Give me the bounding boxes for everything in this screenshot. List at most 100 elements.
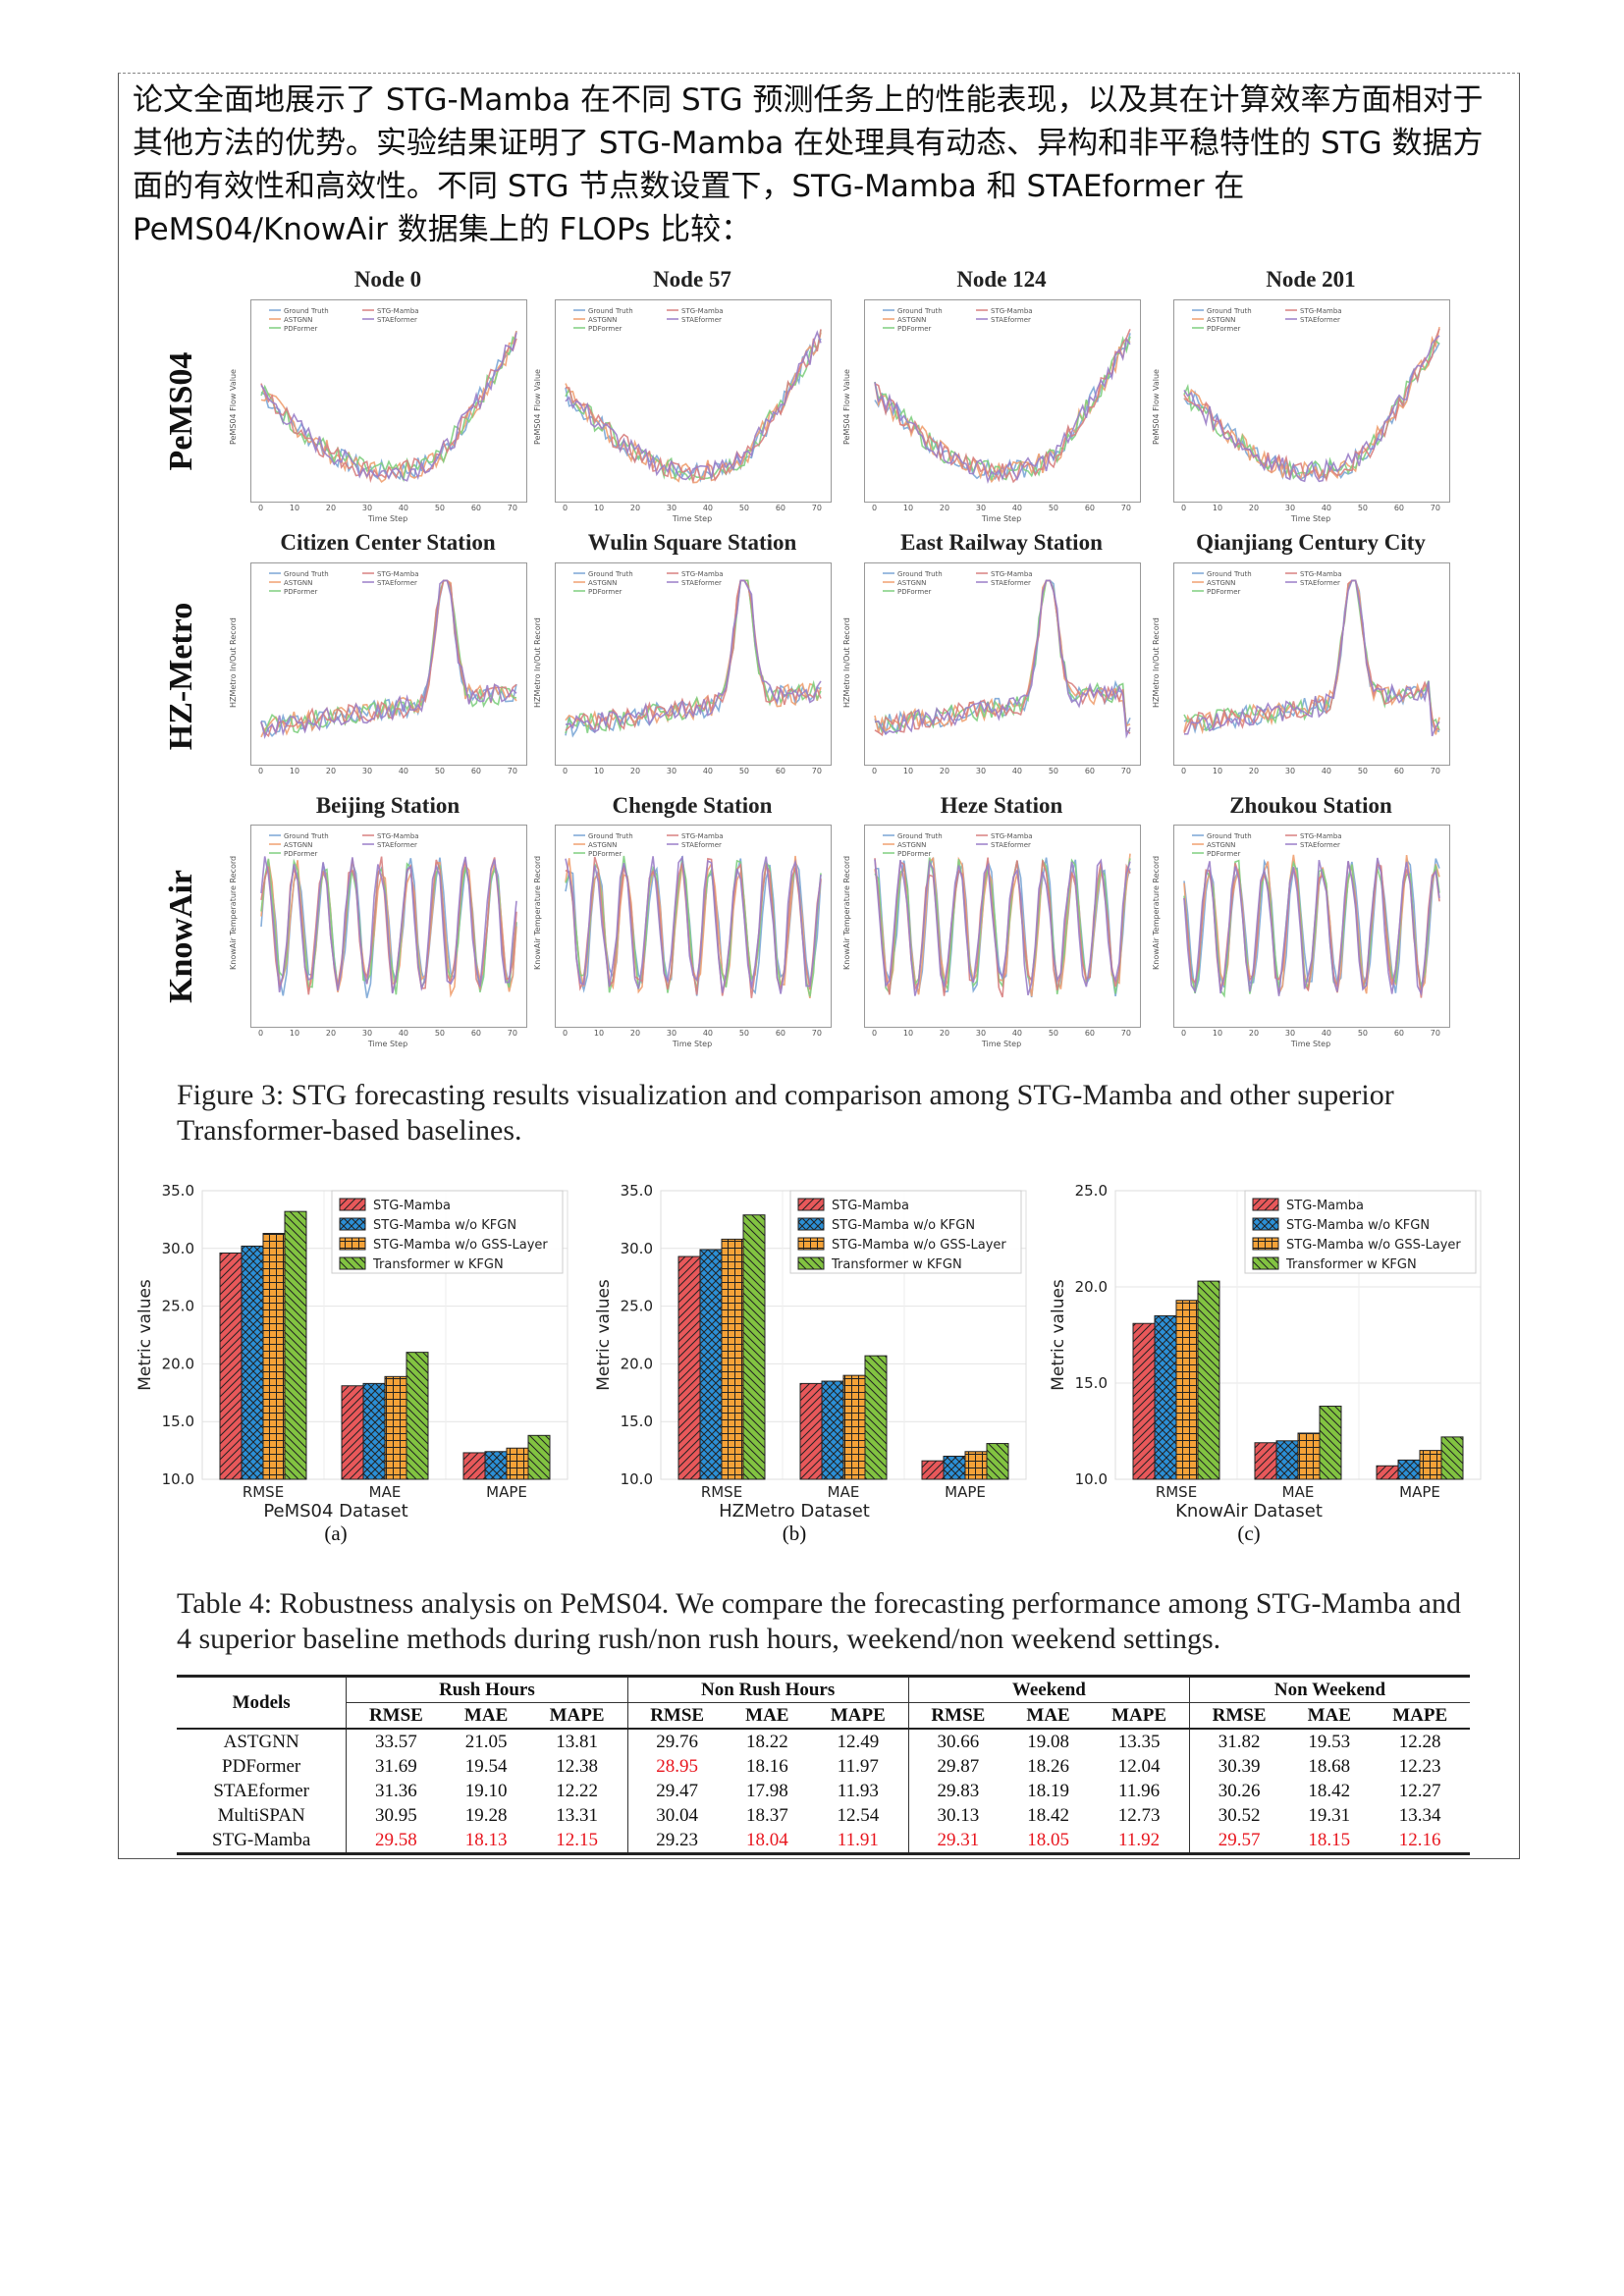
- metric-cell: 28.95: [626, 1754, 727, 1779]
- forecast-panel: Ground Truth ASTGNN PDFormer STG-Mamba STAEf…: [250, 825, 527, 1028]
- x-tick: 40: [1321, 767, 1332, 775]
- legend-entry: ASTGNN: [588, 579, 617, 587]
- metric-cell: 12.27: [1398, 1781, 1441, 1801]
- x-tick: 20: [1248, 767, 1260, 775]
- table-row: PDFormer 31.69 19.54 12.38 28.95 18.16 11.97 29…: [177, 1754, 1470, 1779]
- metric-cell: 30.95: [346, 1803, 446, 1828]
- legend-swatch: [797, 1256, 825, 1270]
- metric-cell: 11.97: [837, 1756, 879, 1777]
- x-tick: 60: [1084, 504, 1095, 512]
- x-tick: 40: [702, 1029, 714, 1038]
- legend-swatch: [1252, 1217, 1279, 1231]
- legend-entry: STG-Mamba w/o KFGN: [373, 1218, 516, 1233]
- panel-ylabel: KnowAir Temperature Record: [842, 855, 851, 970]
- metric-cell: 11.91: [807, 1828, 909, 1855]
- metric-cell: 13.34: [1398, 1805, 1441, 1826]
- x-tick: 40: [398, 1029, 409, 1038]
- x-tick: 30: [361, 767, 373, 775]
- x-tick: 40: [1321, 1029, 1332, 1038]
- series-line: [260, 579, 517, 735]
- panel-xlabel: Time Step: [367, 514, 408, 523]
- legend-entry: Transformer w KFGN: [831, 1257, 962, 1272]
- x-tick-label: MAE: [1282, 1483, 1315, 1501]
- x-tick: 10: [902, 504, 914, 512]
- y-tick-label: 35.0: [162, 1183, 194, 1200]
- bar: [721, 1238, 744, 1480]
- metric-cell: 19.31: [1308, 1805, 1351, 1826]
- bar: [986, 1443, 1009, 1480]
- x-tick: 40: [398, 767, 409, 775]
- legend-box: [1244, 1190, 1477, 1274]
- x-axis-label: PeMS04 Dataset: [263, 1501, 407, 1522]
- x-tick: 10: [593, 767, 605, 775]
- legend-entry: ASTGNN: [897, 841, 926, 849]
- metric-cell: 19.10: [464, 1781, 508, 1801]
- x-tick: 10: [289, 504, 300, 512]
- x-tick: 20: [939, 1029, 950, 1038]
- bar: [1254, 1442, 1277, 1480]
- forecast-panel: Ground Truth ASTGNN PDFormer STG-Mamba STAEf…: [864, 562, 1141, 766]
- x-tick: 0: [872, 504, 878, 512]
- x-tick: 10: [289, 767, 300, 775]
- series-line: [260, 579, 517, 738]
- legend-entry: PDFormer: [1207, 588, 1241, 596]
- x-tick: 70: [811, 504, 822, 512]
- metric-cell: 11.93: [837, 1781, 879, 1801]
- metric-cell: 18.68: [1308, 1756, 1351, 1777]
- metric-cell: 12.22: [556, 1781, 598, 1801]
- metric-cell: 30.26: [1189, 1779, 1289, 1803]
- panel-xlabel: Time Step: [672, 1040, 713, 1048]
- panel-xlabel: Time Step: [981, 514, 1022, 523]
- metric-cell: 30.13: [907, 1803, 1007, 1828]
- bar-chart-2: 10.0 15.0 20.0 25.0 RMSE MAE MAPE STG-Mamba STG-…: [1049, 1183, 1482, 1545]
- x-tick: 70: [1430, 767, 1440, 775]
- panel-xlabel: Time Step: [981, 1040, 1022, 1048]
- bar: [484, 1451, 508, 1480]
- x-tick-label: MAE: [828, 1483, 860, 1501]
- x-tick: 60: [1393, 1029, 1404, 1038]
- bar: [943, 1455, 966, 1480]
- metric-cell: 11.96: [1118, 1781, 1161, 1801]
- series-line: [565, 579, 822, 732]
- table-row: STAEformer 31.36 19.10 12.22 29.47 17.98 11.93…: [177, 1779, 1470, 1803]
- x-tick: 0: [258, 1029, 264, 1038]
- subfigure-label: (a): [324, 1522, 347, 1545]
- bar: [1132, 1322, 1156, 1480]
- legend-entry: Ground Truth: [897, 832, 943, 840]
- metric-cell: 12.15: [526, 1828, 628, 1855]
- legend-entry: Transformer w KFGN: [372, 1257, 504, 1272]
- x-tick: 50: [1357, 504, 1369, 512]
- legend-entry: ASTGNN: [284, 316, 312, 324]
- legend-entry: ASTGNN: [284, 579, 312, 587]
- legend-entry: Ground Truth: [284, 570, 329, 578]
- legend-entry: STG-Mamba: [681, 570, 724, 578]
- x-tick: 20: [1248, 1029, 1260, 1038]
- metric-cell: 29.58: [346, 1828, 446, 1855]
- x-tick: 50: [434, 767, 446, 775]
- x-tick: 30: [1284, 1029, 1296, 1038]
- table-row: STG-Mamba 29.58 18.13 12.15 29.23 18.04 11.91 2…: [177, 1828, 1470, 1855]
- legend-entry: STG-Mamba: [373, 1199, 451, 1213]
- bar: [1419, 1450, 1442, 1480]
- models-header: Models: [177, 1675, 347, 1730]
- panel-xticks: 0 10 20 30 40 50 60 70: [1181, 504, 1440, 512]
- legend-entry: PDFormer: [897, 325, 932, 333]
- table-row: MultiSPAN 30.95 19.28 13.31 30.04 18.37 12.54 3…: [177, 1803, 1470, 1828]
- model-name: STAEformer: [213, 1781, 309, 1801]
- x-tick: 60: [470, 1029, 481, 1038]
- legend-entry: ASTGNN: [588, 841, 617, 849]
- metric-cell: 18.13: [445, 1828, 527, 1855]
- panel-xticks: 0 10 20 30 40 50 60 70: [563, 504, 822, 512]
- x-tick: 60: [1393, 767, 1404, 775]
- legend-entry: STAEformer: [681, 579, 722, 587]
- legend-entry: STG-Mamba: [681, 307, 724, 315]
- bar: [1440, 1436, 1464, 1480]
- x-tick-label: MAPE: [1399, 1483, 1440, 1501]
- x-tick: 40: [398, 504, 409, 512]
- x-tick: 20: [1248, 504, 1260, 512]
- panel-title: East Railway Station: [900, 530, 1103, 555]
- bar: [821, 1380, 844, 1480]
- metric-cell: 29.57: [1189, 1828, 1289, 1855]
